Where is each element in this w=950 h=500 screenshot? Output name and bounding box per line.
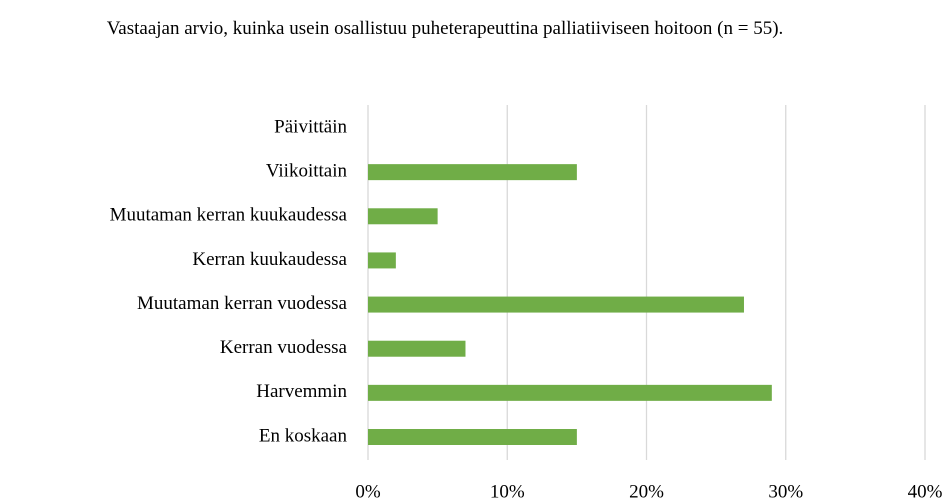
bar [368, 296, 744, 313]
x-tick-label: 20% [629, 481, 664, 500]
bar [368, 252, 396, 269]
x-tick-label: 40% [908, 481, 943, 500]
y-tick-label: Harvemmin [256, 381, 347, 402]
y-tick-label: Muutaman kerran kuukaudessa [110, 205, 348, 226]
x-tick-label: 10% [490, 481, 525, 500]
bar [368, 208, 438, 225]
y-tick-label: Kerran kuukaudessa [192, 249, 347, 270]
x-tick-label: 30% [768, 481, 803, 500]
y-tick-label: Päivittäin [274, 116, 347, 137]
x-tick-label: 0% [355, 481, 381, 500]
y-tick-label: Viikoittain [266, 161, 348, 182]
bar [368, 340, 466, 357]
chart-title: Vastaajan arvio, kuinka usein osallistuu… [106, 18, 784, 39]
y-tick-label: Kerran vuodessa [220, 337, 348, 358]
bar [368, 429, 577, 445]
bar [368, 164, 577, 181]
bar [368, 384, 772, 401]
y-tick-label: En koskaan [259, 425, 348, 446]
y-tick-label: Muutaman kerran vuodessa [137, 293, 348, 314]
